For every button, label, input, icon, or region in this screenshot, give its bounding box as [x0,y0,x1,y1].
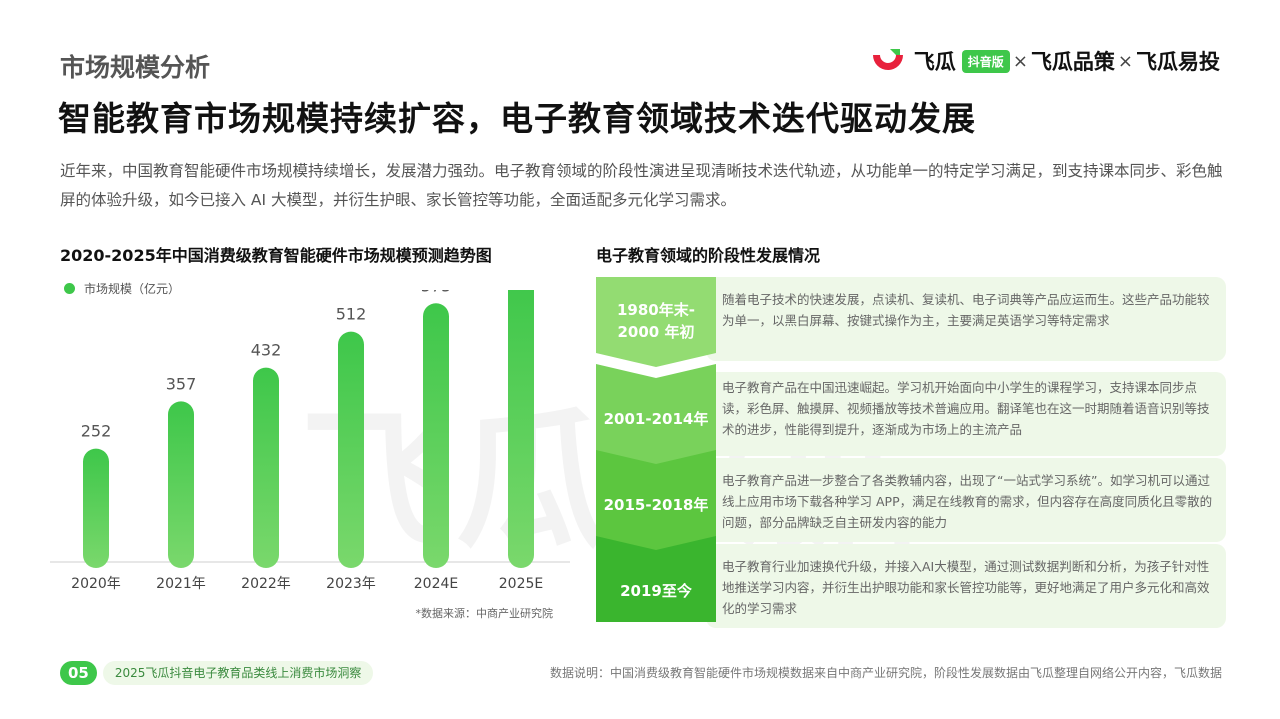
stage-period-label: 1980年末- 2000 年初 [617,301,695,341]
stage-period-label: 2015-2018年 [603,496,709,514]
stage-period-label: 2019至今 [620,582,692,600]
bar [508,290,534,568]
bar [253,367,279,568]
chart-legend: 市场规模（亿元） [64,280,180,297]
stage-chevron [596,277,716,367]
brand-separator: × [1117,50,1133,72]
bar-value-label: 512 [336,305,367,324]
page-number: 05 [60,661,97,685]
stage-card [706,544,1226,628]
bar-value-label: 252 [81,422,112,441]
stage-period-label: 2001-2014年 [603,410,709,428]
intro-paragraph: 近年来，中国教育智能硬件市场规模持续增长，发展潜力强劲。电子教育领域的阶段性演进… [60,162,1223,209]
publication-title: 2025飞瓜抖音电子教育品类线上消费市场洞察 [102,661,374,685]
x-tick-label: 2023年 [326,576,376,592]
x-tick-label: 2020年 [71,576,121,592]
stage-chevron [596,364,716,470]
stage-description: 电子教育产品进一步整合了各类教辅内容，出现了“一站式学习系统”。如学习机可以通过… [722,473,1213,530]
legend-label: 市场规模（亿元） [84,282,181,296]
bar [423,303,449,568]
chart-title: 2020-2025年中国消费级教育智能硬件市场规模预测趋势图 [60,246,492,265]
footer-note: 数据说明：中国消费级教育智能硬件市场规模数据来自中商产业研究院，阶段性发展数据由… [549,666,1222,680]
stage-chevron [596,450,716,556]
bar-value-label: 575 [421,290,452,295]
stage-card [706,458,1226,542]
bar [83,448,109,568]
brand-badge-douyin: 抖音版 [961,49,1010,73]
page-headline: 智能教育市场规模持续扩容，电子教育领域技术迭代驱动发展 [58,99,976,138]
bar [168,401,194,568]
bar-value-label: 357 [166,374,197,393]
stage-description: 电子教育行业加速换代升级，并接入AI大模型，通过测试数据判断和分析，为孩子针对性… [722,559,1210,616]
stage-description: 随着电子技术的快速发展，点读机、复读机、电子词典等产品应运而生。这些产品功能较为… [722,292,1210,328]
stage-chevron [596,536,716,622]
chart-source: *数据来源：中商产业研究院 [415,607,554,620]
bar-value-label: 432 [251,341,282,360]
feigua-logo-icon [872,49,903,70]
x-tick-label: 2022年 [241,576,291,592]
footer-badge: 05 2025飞瓜抖音电子教育品类线上消费市场洞察 [60,661,374,685]
brand-name-pince: 飞瓜品策 [1030,50,1115,74]
brand-bar: 飞瓜 抖音版 × 飞瓜品策 × 飞瓜易投 [870,44,1220,78]
stage-card [706,372,1226,456]
brand-separator: × [1012,50,1028,72]
x-tick-label: 2021年 [156,576,206,592]
x-tick-label: 2024E [414,576,458,592]
stages-title: 电子教育领域的阶段性发展情况 [596,246,821,265]
brand-name-feigua: 飞瓜 [913,50,956,74]
stage-description: 电子教育产品在中国迅速崛起。学习机开始面向中小学生的课程学习，支持课本同步点读，… [722,380,1210,437]
legend-marker [64,283,75,294]
stage-card [706,277,1226,361]
x-tick-label: 2025E [499,576,543,592]
bar-chart: 252 2020年 357 2021年 432 2022年 512 2023年 575 2024E… [50,290,570,592]
bar [338,331,364,568]
section-label: 市场规模分析 [60,53,211,82]
brand-name-yitou: 飞瓜易投 [1136,50,1220,74]
